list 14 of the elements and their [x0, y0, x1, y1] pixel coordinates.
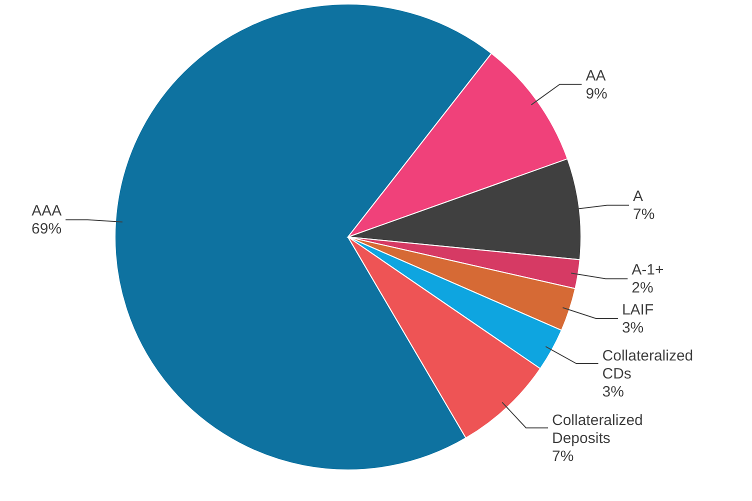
slice-label: A [633, 188, 644, 206]
slice-label: LAIF [622, 302, 654, 319]
slice-label: Collateralized Deposits [552, 412, 643, 447]
data-label: 2% [632, 280, 654, 297]
data-label: 7% [633, 206, 655, 224]
data-label: 69% [32, 220, 62, 238]
slice-label: A-1+ [632, 262, 664, 279]
data-label: 7% [552, 448, 574, 465]
slice-label: AA [586, 67, 606, 84]
slice-label: Collateralized CDs [602, 348, 694, 383]
data-label: 9% [586, 85, 608, 102]
slice-label: AAA [32, 202, 62, 220]
data-label: 3% [602, 384, 624, 401]
data-label: 3% [622, 320, 644, 337]
